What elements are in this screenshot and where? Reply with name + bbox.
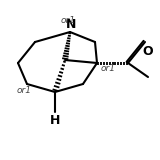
Text: or1: or1 xyxy=(17,86,32,95)
Text: N: N xyxy=(66,18,76,31)
Text: or1: or1 xyxy=(101,64,116,72)
Text: or1: or1 xyxy=(60,16,76,25)
Text: O: O xyxy=(143,45,153,58)
Text: H: H xyxy=(50,114,60,127)
